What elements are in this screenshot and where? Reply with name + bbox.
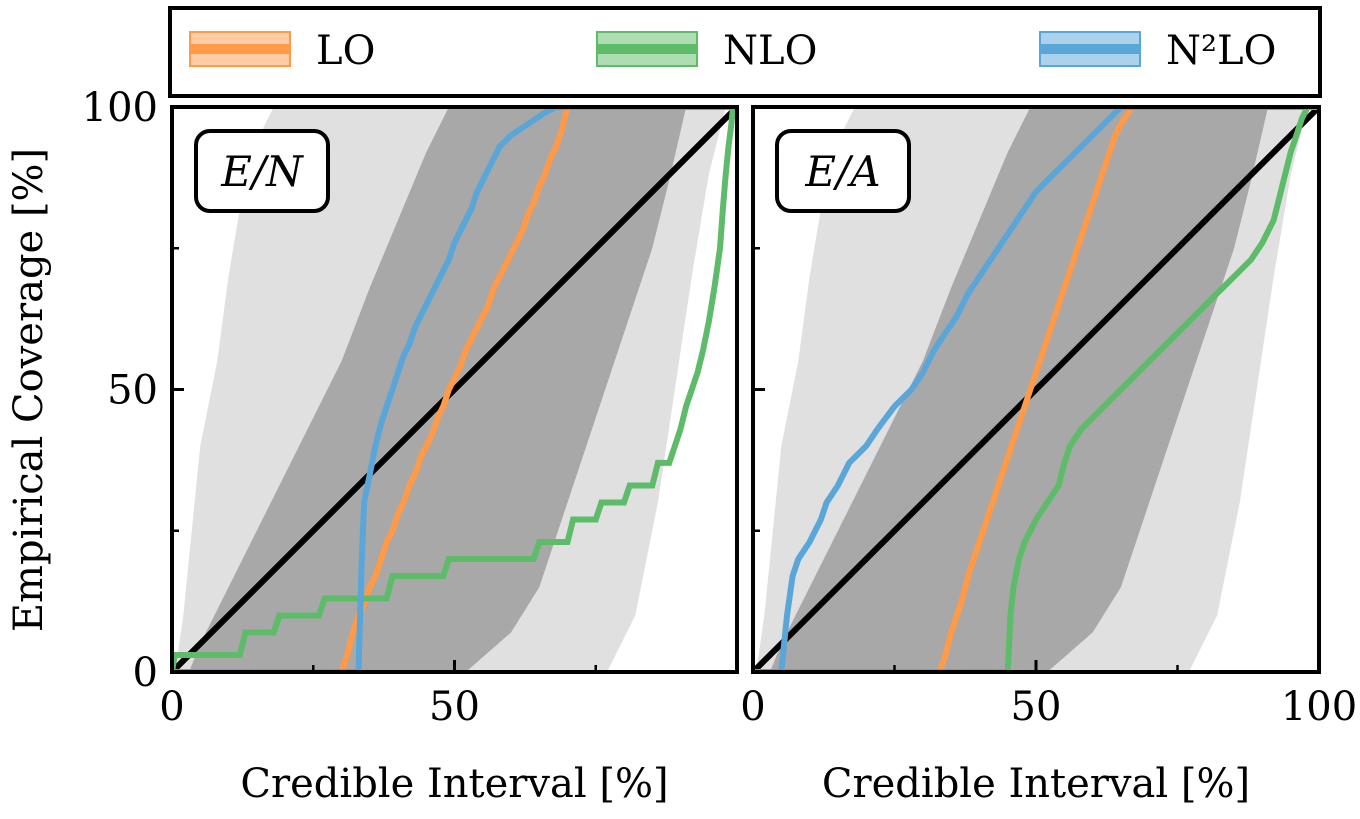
panel-label-box — [775, 129, 911, 213]
panel-energy-per-nucleon: 0 50 100 Credible Interval [%] E/A — [740, 105, 1357, 807]
legend-swatch-line-n2lo — [1040, 44, 1140, 54]
legend-swatch-line-nlo — [597, 44, 697, 54]
series-line-nlo — [172, 107, 736, 672]
legend-entry-lo: LO — [189, 28, 375, 74]
plot-area — [753, 107, 1319, 672]
panel-label-text: E/N — [220, 147, 304, 196]
y-tick-label: 0 — [133, 650, 158, 696]
ticks — [751, 105, 1321, 674]
legend: LO NLO N²LO — [168, 6, 1322, 98]
x-tick-label: 0 — [159, 684, 184, 730]
legend-entry-nlo: NLO — [596, 28, 817, 74]
legend-swatch-line-lo — [190, 44, 290, 54]
panel-label-text: E/A — [804, 147, 880, 196]
x-tick-label: 50 — [429, 684, 480, 730]
panel-label: E/A — [775, 129, 911, 213]
series-line-n2lo — [753, 107, 1319, 672]
y-tick-label: 100 — [82, 85, 158, 131]
legend-label-nlo: NLO — [723, 28, 817, 74]
series-line-nlo — [753, 107, 1311, 672]
legend-entry-n2lo: N²LO — [1039, 28, 1276, 74]
credible-band-inner — [753, 107, 1269, 672]
series-line-n2lo — [172, 107, 737, 672]
panel-energy-per-neutron: 0 50 Credible Interval [%] E/N — [159, 105, 739, 807]
series-line-lo — [753, 107, 1135, 672]
series-line-lo — [338, 107, 571, 672]
x-tick-label: 100 — [1281, 684, 1357, 730]
x-axis-title: Credible Interval [%] — [822, 761, 1250, 807]
reference-diagonal-line — [753, 107, 1319, 672]
reference-diagonal-line — [172, 107, 737, 672]
credible-band-inner — [172, 107, 687, 672]
x-tick-label: 0 — [740, 684, 765, 730]
panel-label-box — [194, 129, 330, 213]
legend-label-lo: LO — [316, 28, 375, 74]
legend-label-n2lo: N²LO — [1166, 28, 1276, 74]
x-axis-title: Credible Interval [%] — [240, 761, 668, 807]
plot-area — [172, 107, 737, 672]
y-tick-labels: 0 50 100 — [82, 85, 158, 696]
ticks — [170, 105, 739, 674]
x-tick-label: 50 — [1011, 684, 1062, 730]
y-axis-title: Empirical Coverage [%] — [6, 148, 52, 632]
panel-label: E/N — [194, 129, 330, 213]
y-tick-label: 50 — [107, 368, 158, 414]
